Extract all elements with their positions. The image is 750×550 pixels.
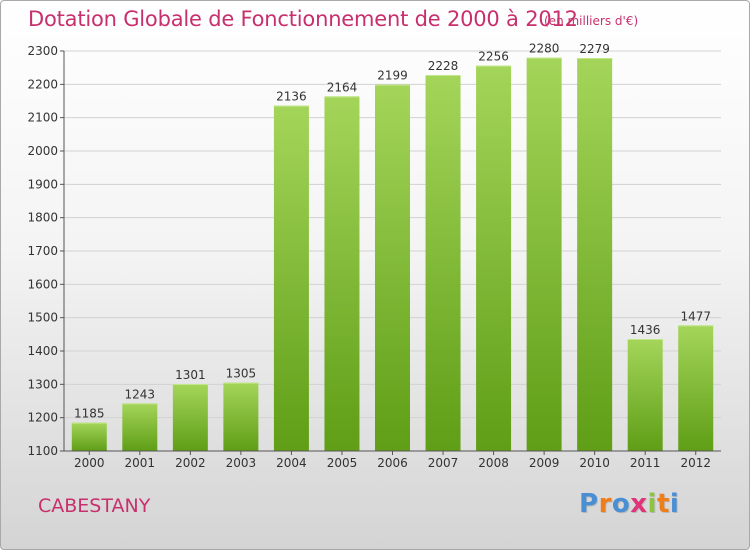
bar <box>71 422 107 451</box>
x-tick-label: 2011 <box>630 456 661 470</box>
x-tick-label: 2010 <box>579 456 610 470</box>
chart-title: Dotation Globale de Fonctionnement de 20… <box>28 7 578 31</box>
y-tick-label: 1800 <box>27 211 58 225</box>
x-tick-label: 2004 <box>276 456 307 470</box>
y-tick-label: 1100 <box>27 444 58 458</box>
bar <box>526 57 562 452</box>
bar <box>223 382 259 451</box>
data-label: 2199 <box>377 69 408 83</box>
bar <box>425 75 461 451</box>
y-tick-label: 1600 <box>27 277 58 291</box>
data-label: 1477 <box>680 309 711 323</box>
y-tick-label: 1400 <box>27 344 58 358</box>
x-tick-label: 2006 <box>377 456 408 470</box>
y-tick-label: 1300 <box>27 377 58 391</box>
logo-letter: i <box>669 489 680 519</box>
data-label: 2164 <box>327 80 358 94</box>
proxiti-logo[interactable]: Proxiti <box>579 489 679 519</box>
bar <box>122 403 158 451</box>
city-name: CABESTANY <box>38 495 151 517</box>
y-tick-label: 1500 <box>27 311 58 325</box>
data-label: 1305 <box>226 367 257 381</box>
bar <box>273 105 309 452</box>
logo-letter: o <box>611 489 631 519</box>
logo-letter: P <box>579 489 599 519</box>
bars <box>71 57 714 452</box>
logo-letter: t <box>656 489 670 519</box>
x-tick-label: 2012 <box>680 456 711 470</box>
bar <box>627 339 663 451</box>
bar <box>375 84 410 452</box>
x-tick-label: 2003 <box>226 456 257 470</box>
x-tick-label: 2001 <box>125 456 156 470</box>
data-label: 2279 <box>579 42 610 56</box>
data-label: 2256 <box>478 50 509 64</box>
data-label: 2228 <box>428 59 459 73</box>
x-tick-label: 2005 <box>327 456 358 470</box>
data-label: 1436 <box>630 323 661 337</box>
bar <box>172 384 208 451</box>
logo-letter: x <box>630 489 648 519</box>
y-tick-label: 1900 <box>27 177 58 191</box>
logo-letter: i <box>647 489 657 519</box>
bar <box>324 96 360 451</box>
y-tick-label: 2300 <box>27 44 58 58</box>
data-label: 1243 <box>125 387 156 401</box>
y-tick-label: 1200 <box>27 411 58 425</box>
y-tick-label: 2200 <box>27 77 58 91</box>
x-tick-label: 2008 <box>478 456 509 470</box>
y-tick-label: 1700 <box>27 244 58 258</box>
x-tick-label: 2000 <box>74 456 105 470</box>
data-label: 1185 <box>74 407 105 421</box>
bar <box>678 325 714 451</box>
axes <box>60 50 721 455</box>
x-tick-label: 2009 <box>529 456 560 470</box>
chart-subtitle: (en milliers d'€) <box>544 14 639 28</box>
data-label: 1301 <box>175 368 206 382</box>
bar <box>577 58 613 451</box>
logo-letter: r <box>598 489 612 519</box>
data-label: 2136 <box>276 90 307 104</box>
y-tick-label: 2100 <box>27 111 58 125</box>
y-tick-label: 2000 <box>27 144 58 158</box>
bar <box>476 65 512 452</box>
labels: 1100 1200 1300 1400 1500 1600 1700 1800 1900 2000… <box>27 42 711 470</box>
data-label: 2280 <box>529 42 560 56</box>
x-tick-label: 2007 <box>428 456 459 470</box>
x-tick-label: 2002 <box>175 456 206 470</box>
